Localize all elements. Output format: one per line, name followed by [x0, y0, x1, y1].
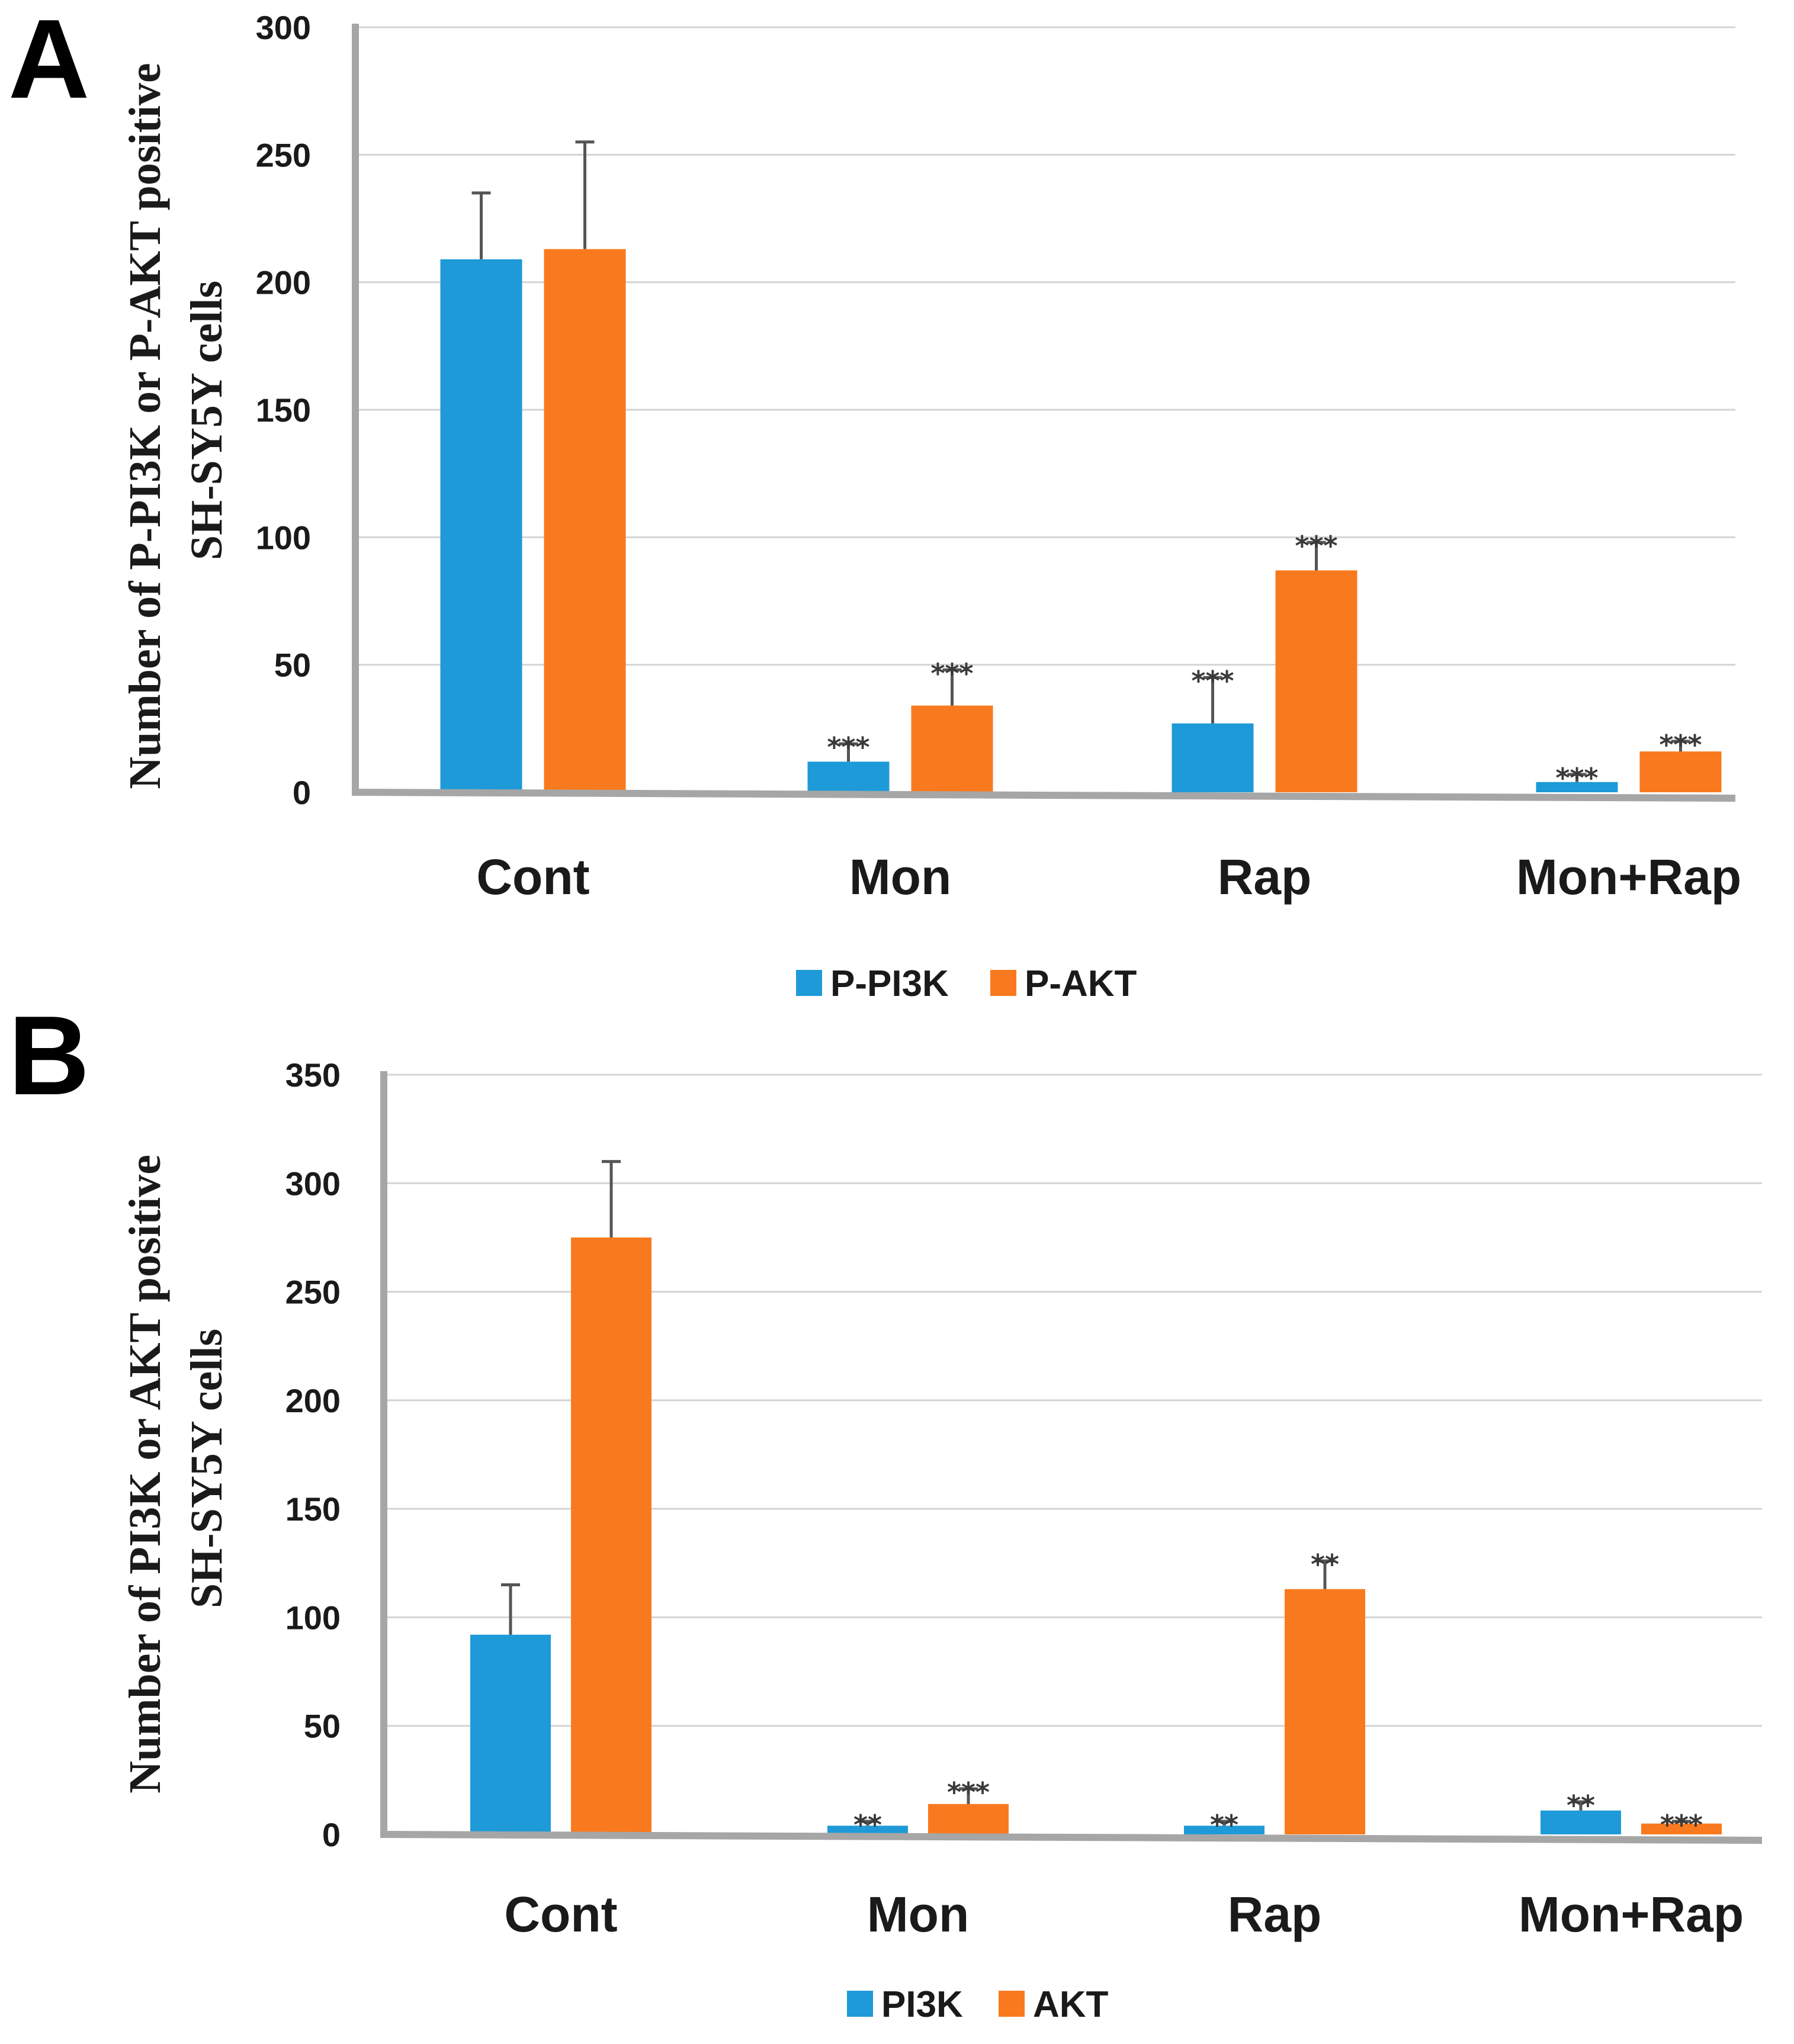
bars: *** *** *** *** *** ***: [440, 140, 1722, 794]
category-labels: Cont Mon Rap Mon+Rap: [504, 1886, 1744, 1942]
y-axis-label: Number of P-PI3K or P-AKT positive SH-SY…: [120, 52, 232, 789]
y-tick-label: 200: [285, 1382, 341, 1419]
legend-label-p-akt: P-AKT: [1025, 963, 1137, 1004]
bars: **************: [470, 1160, 1722, 1841]
y-tick-label: 150: [256, 391, 311, 429]
significance-mark: **: [1567, 1789, 1595, 1821]
y-tick-label: 350: [285, 1056, 341, 1094]
y-tick-label: 300: [285, 1165, 341, 1202]
y-tick-label: 250: [285, 1274, 341, 1311]
legend-swatch-pi3k: [847, 1991, 873, 2017]
bar-pi3k-mon: [827, 1826, 908, 1834]
bar-akt-mon: [928, 1804, 1009, 1834]
x-axis-line: [351, 789, 1736, 802]
significance-mark: ***: [827, 731, 869, 763]
legend-label-p-pi3k: P-PI3K: [830, 963, 949, 1004]
y-tick-labels: 0 50 100 150 200 250 300: [256, 9, 311, 811]
panel-label-b: B: [8, 993, 89, 1119]
category-label-mon-rap: Mon+Rap: [1516, 849, 1741, 905]
significance-mark: **: [1311, 1548, 1339, 1580]
y-axis-label-line-1: Number of P-PI3K or P-AKT positive: [120, 63, 170, 789]
significance-mark: ***: [1555, 762, 1598, 794]
significance-mark: ***: [1660, 1809, 1703, 1841]
bar-pi3k-cont: [470, 1634, 551, 1834]
significance-mark: ***: [947, 1776, 990, 1808]
y-tick-label: 100: [285, 1599, 341, 1636]
category-label-mon: Mon: [849, 849, 952, 905]
y-axis-label-line-2: SH-SY5Y cells: [182, 281, 232, 560]
x-axis-line: [380, 1831, 1763, 1844]
bar-p-pi3k-cont: [440, 259, 522, 792]
bar-p-pi3k-mon-rap: [1536, 782, 1618, 792]
bar-p-pi3k-rap: [1172, 723, 1254, 792]
legend-swatch-p-pi3k: [796, 970, 822, 996]
bar-p-pi3k-mon: [807, 761, 890, 792]
legend-swatch-p-akt: [990, 970, 1016, 996]
category-label-mon-rap: Mon+Rap: [1519, 1886, 1744, 1942]
bar-p-akt-mon: [911, 705, 993, 792]
bar-akt-mon-rap: [1641, 1823, 1722, 1834]
panel-label-a: A: [8, 0, 89, 122]
significance-mark: ***: [1191, 665, 1234, 697]
legend-label-pi3k: PI3K: [881, 1984, 963, 2025]
category-label-mon: Mon: [867, 1886, 970, 1942]
category-label-rap: Rap: [1228, 1886, 1322, 1942]
category-labels: Cont Mon Rap Mon+Rap: [476, 849, 1741, 905]
y-tick-label: 0: [322, 1816, 341, 1853]
axes: [380, 1071, 1763, 1844]
bar-pi3k-rap: [1184, 1826, 1265, 1834]
legend-label-akt: AKT: [1033, 1984, 1109, 2025]
axes: [351, 24, 1736, 802]
bar-akt-cont: [571, 1237, 652, 1834]
bar-p-akt-mon-rap: [1639, 751, 1722, 792]
category-label-cont: Cont: [476, 849, 589, 905]
chart-panel-a: A 0 50 100 150 200 250 300 *** *** *** *** ****** …: [8, 0, 1741, 1004]
y-tick-label: 100: [256, 519, 311, 556]
y-tick-label: 50: [274, 647, 311, 684]
legend-swatch-akt: [999, 1991, 1025, 2017]
bar-p-akt-rap: [1275, 570, 1357, 792]
category-label-rap: Rap: [1218, 849, 1312, 905]
y-axis-label-line-1: Number of PI3K or AKT positive: [120, 1155, 170, 1794]
significance-mark: ***: [930, 657, 973, 689]
bar-pi3k-mon-rap: [1541, 1810, 1621, 1834]
y-tick-label: 200: [256, 264, 311, 301]
y-axis-label-line-2: SH-SY5Y cells: [182, 1329, 232, 1608]
y-tick-label: 150: [285, 1490, 341, 1528]
y-tick-label: 0: [293, 774, 311, 811]
significance-mark: ***: [1659, 729, 1702, 761]
y-axis-label: Number of PI3K or AKT positive SH-SY5Y c…: [120, 1143, 232, 1794]
y-tick-label: 50: [304, 1708, 341, 1745]
category-label-cont: Cont: [504, 1886, 617, 1942]
y-tick-labels: 0 50 100 150 200 250 300 350: [285, 1056, 341, 1853]
legend: PI3K AKT: [847, 1984, 1109, 2025]
bar-akt-rap: [1285, 1589, 1365, 1834]
significance-mark: ***: [1295, 530, 1337, 562]
y-tick-label: 250: [256, 136, 311, 173]
legend: P-PI3K P-AKT: [796, 963, 1137, 1004]
bar-p-akt-cont: [544, 249, 626, 792]
y-tick-label: 300: [256, 9, 311, 46]
